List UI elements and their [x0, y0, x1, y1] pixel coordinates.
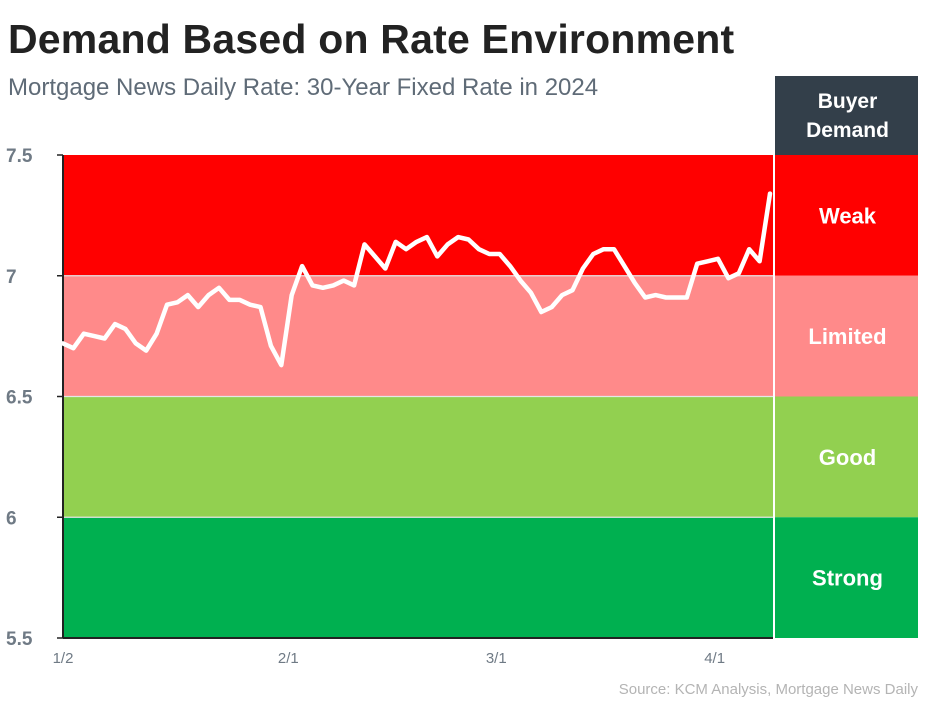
legend-box-limited: [775, 275, 918, 397]
legend-label-limited: Limited: [808, 324, 886, 349]
chart-subtitle: Mortgage News Daily Rate: 30-Year Fixed …: [8, 74, 599, 101]
x-tick-label: 1/2: [53, 650, 74, 667]
zone-band-weak: [63, 155, 773, 276]
legend-header: [775, 76, 918, 155]
x-tick-label: 2/1: [278, 650, 299, 667]
x-tick-label: 4/1: [704, 650, 725, 667]
legend-box-weak: [775, 155, 918, 276]
chart-title: Demand Based on Rate Environment: [8, 16, 735, 62]
x-tick-label: 3/1: [486, 650, 507, 667]
y-tick-label: 7: [6, 267, 17, 288]
legend-box-good: [775, 396, 918, 518]
legend-header-label: Demand: [806, 119, 889, 142]
legend-header-label: Buyer: [818, 90, 878, 113]
legend-label-weak: Weak: [819, 203, 877, 228]
legend-label-good: Good: [819, 445, 876, 470]
zone-band-limited: [63, 275, 773, 397]
zone-band-strong: [63, 517, 773, 638]
zone-band-good: [63, 396, 773, 518]
source-note: Source: KCM Analysis, Mortgage News Dail…: [618, 681, 918, 698]
y-tick-label: 6: [6, 508, 17, 529]
y-tick-label: 7.5: [6, 146, 33, 167]
y-tick-label: 5.5: [6, 629, 33, 650]
legend-box-strong: [775, 517, 918, 638]
legend-label-strong: Strong: [812, 566, 883, 591]
y-tick-label: 6.5: [6, 388, 33, 409]
